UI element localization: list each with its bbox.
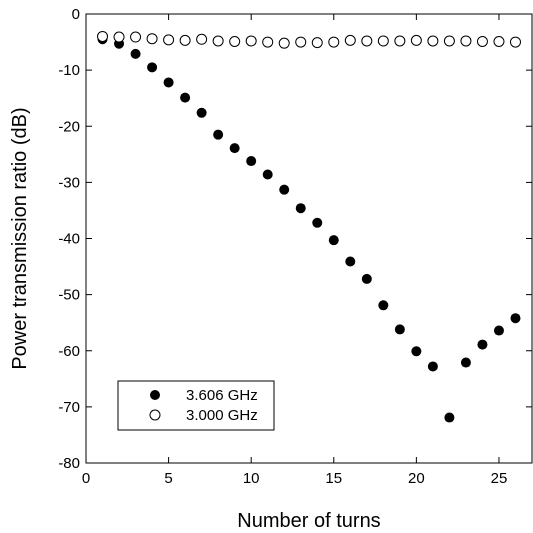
data-point — [411, 346, 422, 357]
data-point — [163, 77, 174, 88]
data-point — [212, 35, 224, 47]
data-point — [394, 324, 405, 335]
data-point — [180, 92, 191, 103]
data-point — [130, 48, 141, 59]
data-point — [444, 412, 455, 423]
x-tick-label: 20 — [408, 470, 425, 487]
series-filled — [97, 34, 521, 423]
data-point — [410, 34, 422, 46]
data-point — [361, 35, 373, 47]
data-point — [427, 35, 439, 47]
y-tick-label: -70 — [58, 399, 80, 416]
y-tick-label: -50 — [58, 287, 80, 304]
data-point — [130, 31, 142, 43]
x-tick-label: 0 — [82, 470, 90, 487]
data-point — [328, 235, 339, 246]
x-tick-label: 5 — [164, 470, 172, 487]
data-point — [493, 325, 504, 336]
data-point — [246, 156, 257, 167]
data-point — [245, 35, 257, 47]
legend-marker — [149, 409, 161, 421]
data-point — [345, 256, 356, 267]
data-point — [278, 37, 290, 49]
x-axis-label: Number of turns — [237, 510, 380, 532]
data-point — [279, 184, 290, 195]
data-point — [179, 34, 191, 46]
data-point — [394, 35, 406, 47]
data-point — [196, 107, 207, 118]
y-tick-label: -80 — [58, 455, 80, 472]
data-point — [196, 33, 208, 45]
legend-entry-label: 3.000 GHz — [186, 407, 258, 424]
legend-marker — [150, 390, 160, 400]
x-tick-label: 25 — [491, 470, 508, 487]
y-axis-ticks: 0 -10 -20 -30 -40 -50 -60 -70 -80 — [58, 6, 532, 472]
series-open — [97, 30, 521, 49]
y-tick-label: -30 — [58, 174, 80, 191]
data-point — [378, 300, 389, 311]
data-point — [113, 31, 125, 43]
data-point — [443, 35, 455, 47]
data-point — [295, 203, 306, 214]
data-point — [213, 129, 224, 140]
y-tick-label: -60 — [58, 343, 80, 360]
x-tick-label: 10 — [243, 470, 260, 487]
data-point — [427, 361, 438, 372]
data-point — [262, 169, 273, 180]
y-tick-label: -20 — [58, 118, 80, 135]
y-tick-label: -10 — [58, 62, 80, 79]
data-point — [328, 36, 340, 48]
legend-entry-label: 3.606 GHz — [186, 387, 258, 404]
data-series — [97, 30, 521, 423]
data-point — [510, 313, 521, 324]
legend-box — [117, 380, 275, 431]
data-point — [377, 35, 389, 47]
data-point — [311, 37, 323, 49]
data-point — [493, 36, 505, 48]
legend: 3.606 GHz 3.000 GHz — [117, 380, 275, 431]
data-point — [146, 33, 158, 45]
data-point — [477, 339, 488, 350]
data-point — [460, 357, 471, 368]
data-point — [344, 34, 356, 46]
data-point — [147, 62, 158, 73]
y-tick-label: 0 — [72, 6, 80, 23]
data-point — [509, 36, 521, 48]
data-point — [262, 36, 274, 48]
data-point — [361, 273, 372, 284]
data-point — [163, 34, 175, 46]
y-axis-label: Power transmission ratio (dB) — [9, 107, 31, 369]
data-point — [97, 30, 109, 42]
data-point — [229, 143, 240, 154]
data-point — [295, 36, 307, 48]
x-axis-ticks: 0 5 10 15 20 25 — [82, 14, 507, 487]
y-tick-label: -40 — [58, 231, 80, 248]
data-point — [229, 36, 241, 48]
data-point — [312, 217, 323, 228]
data-point — [476, 36, 488, 48]
x-tick-label: 15 — [325, 470, 342, 487]
data-point — [460, 35, 472, 47]
